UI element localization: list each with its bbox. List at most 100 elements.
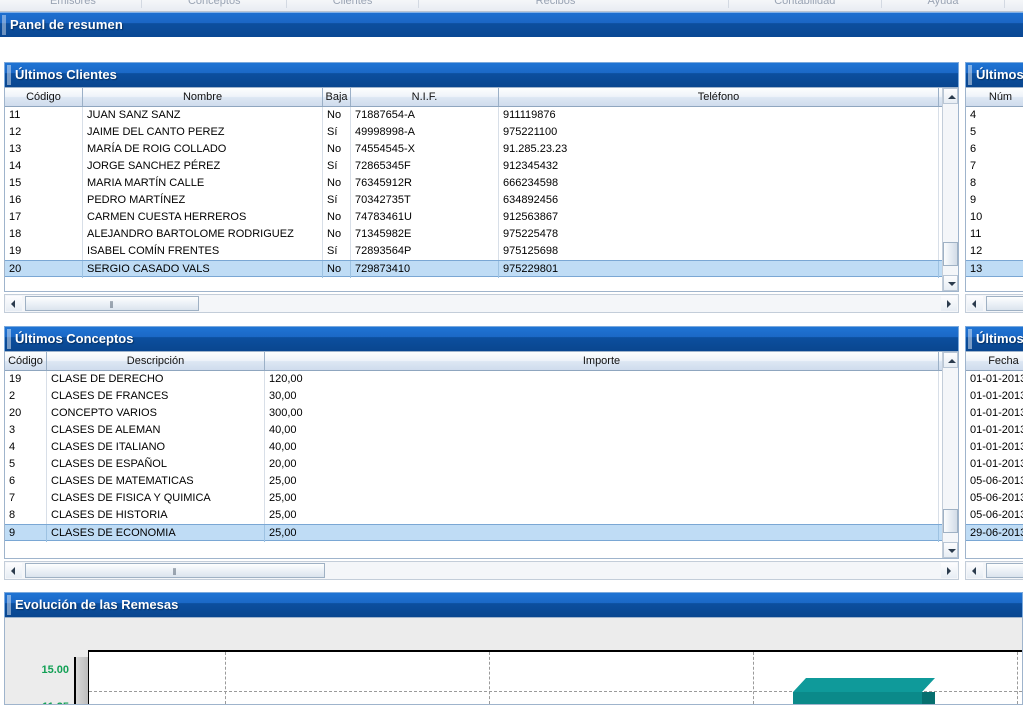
- scroll-left-arrow-icon[interactable]: [967, 296, 983, 311]
- table-row[interactable]: 6 CLASES DE MATEMATICAS 25,00: [5, 473, 958, 490]
- right-top-hscroll-thumb[interactable]: [986, 296, 1023, 311]
- table-row[interactable]: 19 CLASE DE DERECHO 120,00: [5, 371, 958, 388]
- right-bottom-grid-header[interactable]: Fecha: [966, 352, 1023, 371]
- chart-bar-remesa[interactable]: [793, 678, 935, 704]
- table-row[interactable]: 4: [966, 107, 1023, 124]
- right-bottom-grid[interactable]: Fecha 01-01-2013 01-01-2013 01-01-2013 01-0…: [966, 352, 1023, 558]
- table-row[interactable]: 9: [966, 192, 1023, 209]
- table-row[interactable]: 01-01-2013: [966, 422, 1023, 439]
- table-row[interactable]: 05-06-2013: [966, 473, 1023, 490]
- table-row[interactable]: 4 CLASES DE ITALIANO 40,00: [5, 439, 958, 456]
- bar-front-face: [793, 692, 922, 704]
- column-header-importe[interactable]: Importe: [265, 352, 939, 370]
- table-row[interactable]: 19 ISABEL COMÍN FRENTES Sí 72893564P 9751256…: [5, 243, 958, 260]
- table-row[interactable]: 10: [966, 209, 1023, 226]
- table-row[interactable]: 9 CLASES DE ECONOMIA 25,00: [5, 524, 958, 542]
- column-header-nombre[interactable]: Nombre: [83, 88, 323, 106]
- table-row[interactable]: 05-06-2013: [966, 490, 1023, 507]
- table-row[interactable]: 11 JUAN SANZ SANZ No 71887654-A 911119876: [5, 107, 958, 124]
- table-row[interactable]: 14 JORGE SANCHEZ PÉREZ Sí 72865345F 91234543…: [5, 158, 958, 175]
- scroll-right-arrow-icon[interactable]: [941, 296, 957, 311]
- table-row[interactable]: 01-01-2013: [966, 456, 1023, 473]
- concepts-vertical-scrollbar[interactable]: [942, 352, 958, 558]
- concepts-horizontal-scrollbar[interactable]: ⦀: [4, 561, 959, 580]
- table-row[interactable]: 20 SERGIO CASADO VALS No 729873410 975229801: [5, 260, 958, 278]
- concepts-grid[interactable]: Código Descripción Importe 19 CLASE DE DE…: [5, 352, 958, 558]
- table-row[interactable]: 8 CLASES DE HISTORIA 25,00: [5, 507, 958, 524]
- scroll-left-arrow-icon[interactable]: [6, 296, 22, 311]
- scroll-right-arrow-icon[interactable]: [941, 563, 957, 578]
- menu-item-contabilidad[interactable]: Contabilidad: [774, 0, 836, 7]
- table-row[interactable]: 16 PEDRO MARTÍNEZ Sí 70342735T 634892456: [5, 192, 958, 209]
- table-row[interactable]: 13: [966, 260, 1023, 277]
- menu-item-emisores[interactable]: Emisores: [50, 0, 96, 7]
- clients-vertical-scrollbar[interactable]: [942, 88, 958, 291]
- clients-hscroll-thumb[interactable]: ⦀: [25, 296, 199, 311]
- table-row[interactable]: 20 CONCEPTO VARIOS 300,00: [5, 405, 958, 422]
- clients-grid-header[interactable]: Código Nombre Baja N.I.F. Teléfono: [5, 88, 942, 107]
- scroll-left-arrow-icon[interactable]: [967, 563, 983, 578]
- table-row[interactable]: 7: [966, 158, 1023, 175]
- table-row[interactable]: 18 ALEJANDRO BARTOLOME RODRIGUEZ No 7134598…: [5, 226, 958, 243]
- column-header-codigo[interactable]: Código: [5, 352, 47, 370]
- right-top-grid[interactable]: Núm 4 5 6 7 8 9 10 11 12 13: [966, 88, 1023, 291]
- table-row[interactable]: 01-01-2013: [966, 405, 1023, 422]
- table-row[interactable]: 13 MARÍA DE ROIG COLLADO No 74554545-X 91.28…: [5, 141, 958, 158]
- clients-grid[interactable]: Código Nombre Baja N.I.F. Teléfono 11 JUA…: [5, 88, 958, 291]
- table-row[interactable]: 6: [966, 141, 1023, 158]
- menu-item-clientes[interactable]: Clientes: [332, 0, 373, 7]
- clients-horizontal-scrollbar[interactable]: ⦀: [4, 294, 959, 313]
- concepts-grid-header[interactable]: Código Descripción Importe: [5, 352, 942, 371]
- concepts-scroll-thumb[interactable]: [943, 509, 958, 533]
- panel-body-remesas: 15.00 11.25: [4, 617, 1023, 705]
- cell-codigo: 13: [5, 141, 83, 158]
- cell-descripcion: CLASES DE HISTORIA: [47, 507, 265, 524]
- right-bottom-hscroll-thumb[interactable]: [986, 563, 1023, 578]
- column-header-codigo[interactable]: Código: [5, 88, 83, 106]
- concepts-hscroll-thumb[interactable]: ⦀: [25, 563, 325, 578]
- column-header-telefono[interactable]: Teléfono: [499, 88, 939, 106]
- table-row[interactable]: 01-01-2013: [966, 439, 1023, 456]
- scroll-up-arrow-icon[interactable]: [943, 88, 958, 104]
- cell-num: 13: [966, 261, 1023, 278]
- table-row[interactable]: 15 MARIA MARTÍN CALLE No 76345912R 666234598: [5, 175, 958, 192]
- remesas-chart[interactable]: 15.00 11.25: [5, 618, 1022, 704]
- panel-evolucion-remesas: Evolución de las Remesas 15.00 11.25: [4, 592, 1023, 705]
- column-header-fecha[interactable]: Fecha: [966, 352, 1023, 370]
- scroll-down-arrow-icon[interactable]: [943, 275, 958, 291]
- scroll-down-arrow-icon[interactable]: [943, 542, 958, 558]
- table-row[interactable]: 01-01-2013: [966, 388, 1023, 405]
- table-row[interactable]: 12: [966, 243, 1023, 260]
- table-row[interactable]: 5 CLASES DE ESPAÑOL 20,00: [5, 456, 958, 473]
- menu-item-conceptos[interactable]: Conceptos: [187, 0, 241, 7]
- right-top-horizontal-scrollbar[interactable]: [965, 294, 1023, 313]
- column-header-descripcion[interactable]: Descripción: [47, 352, 265, 370]
- right-top-grid-header[interactable]: Núm: [966, 88, 1023, 107]
- main-menubar[interactable]: Emisores Conceptos Clientes Recibos Cont…: [0, 0, 1023, 12]
- table-row[interactable]: 2 CLASES DE FRANCES 30,00: [5, 388, 958, 405]
- column-header-num[interactable]: Núm: [966, 88, 1023, 106]
- table-row[interactable]: 12 JAIME DEL CANTO PEREZ Sí 49998998-A 97522…: [5, 124, 958, 141]
- table-row[interactable]: 01-01-2013: [966, 371, 1023, 388]
- table-row[interactable]: 3 CLASES DE ALEMAN 40,00: [5, 422, 958, 439]
- panel-header-right-bottom: Últimos: [965, 326, 1023, 351]
- right-bottom-horizontal-scrollbar[interactable]: [965, 561, 1023, 580]
- clients-scroll-thumb[interactable]: [943, 242, 958, 266]
- table-row[interactable]: 17 CARMEN CUESTA HERREROS No 74783461U 91256…: [5, 209, 958, 226]
- table-row[interactable]: 8: [966, 175, 1023, 192]
- cell-descripcion: CLASES DE ALEMAN: [47, 422, 265, 439]
- table-row[interactable]: 29-06-2013: [966, 524, 1023, 541]
- menu-item-ayuda[interactable]: Ayuda: [927, 0, 959, 7]
- table-row[interactable]: 7 CLASES DE FISICA Y QUIMICA 25,00: [5, 490, 958, 507]
- table-row[interactable]: 05-06-2013: [966, 507, 1023, 524]
- table-row[interactable]: 11: [966, 226, 1023, 243]
- cell-baja: Sí: [323, 243, 351, 260]
- menu-item-recibos[interactable]: Recibos: [535, 0, 576, 7]
- column-header-baja[interactable]: Baja: [323, 88, 351, 106]
- chart-gridline-v: [225, 652, 226, 704]
- table-row[interactable]: 5: [966, 124, 1023, 141]
- scroll-left-arrow-icon[interactable]: [6, 563, 22, 578]
- panel-title-right-bottom: Últimos: [976, 331, 1023, 346]
- column-header-nif[interactable]: N.I.F.: [351, 88, 499, 106]
- scroll-up-arrow-icon[interactable]: [943, 352, 958, 368]
